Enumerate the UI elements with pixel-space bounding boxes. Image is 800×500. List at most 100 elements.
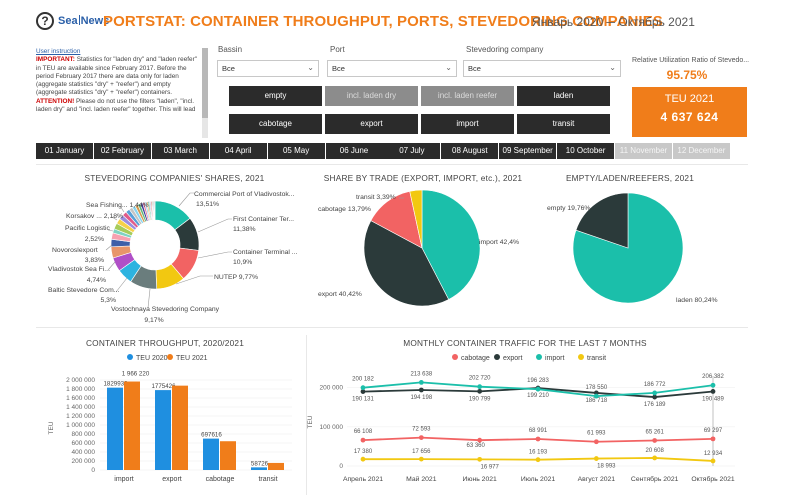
- bar-value-label: 58726: [251, 460, 269, 467]
- bar[interactable]: [107, 387, 123, 470]
- empty-pie-title: EMPTY/LADEN/REEFERS, 2021: [565, 173, 695, 183]
- data-point[interactable]: [593, 439, 599, 445]
- month-march[interactable]: 03 March: [151, 143, 209, 159]
- trade-pie-slice[interactable]: [421, 189, 481, 300]
- data-point[interactable]: [477, 388, 483, 394]
- y-tick-label: 200 000: [320, 385, 344, 392]
- data-label: 190 489: [702, 396, 724, 402]
- month-april[interactable]: 04 April: [209, 143, 267, 159]
- month-december[interactable]: 12 December: [672, 143, 730, 159]
- data-point[interactable]: [593, 456, 599, 461]
- data-point[interactable]: [360, 456, 366, 462]
- x-tick-label: Май 2021: [406, 475, 437, 483]
- data-point[interactable]: [535, 436, 541, 442]
- month-august[interactable]: 08 August: [441, 143, 499, 159]
- bar[interactable]: [251, 467, 267, 470]
- data-point[interactable]: [360, 385, 366, 391]
- data-point[interactable]: [418, 387, 424, 393]
- filter-cabotage-button[interactable]: cabotage: [229, 114, 322, 134]
- data-point[interactable]: [477, 437, 483, 443]
- data-label: 196 283: [527, 378, 549, 384]
- month-november[interactable]: 11 November: [615, 143, 672, 159]
- data-point[interactable]: [652, 390, 658, 396]
- donut-slice[interactable]: [153, 200, 156, 221]
- data-point[interactable]: [652, 438, 658, 443]
- month-may[interactable]: 05 May: [267, 143, 325, 159]
- leader-line: [105, 244, 113, 251]
- period-label: Январь 2020 ─ Октябрь 2021: [532, 15, 695, 29]
- data-label: 190 131: [352, 397, 374, 403]
- instruction-scrollbar[interactable]: [202, 48, 208, 138]
- empty-pie-slice[interactable]: [575, 192, 629, 249]
- data-label: 16 193: [529, 450, 548, 456]
- data-point[interactable]: [535, 386, 541, 392]
- donut-label: First Container Ter...: [233, 216, 294, 223]
- bar[interactable]: [268, 462, 284, 470]
- data-point[interactable]: [477, 384, 483, 390]
- x-tick-label: Июль 2021: [521, 476, 556, 483]
- data-point[interactable]: [418, 456, 424, 462]
- filter-import-button[interactable]: import: [421, 114, 514, 134]
- donut-label: 9,17%: [144, 317, 163, 324]
- bar-value-label: 1829938: [103, 381, 128, 388]
- leader-line: [119, 205, 125, 213]
- leader-line: [107, 261, 116, 271]
- trade-pie-title: SHARE BY TRADE (EXPORT, IMPORT, etc.), 2…: [323, 173, 523, 183]
- trade-pie-slice[interactable]: [409, 189, 423, 249]
- y-tick-label: 2 000 000: [66, 377, 95, 384]
- port-select[interactable]: Все ⌄: [327, 60, 457, 77]
- y-tick-label: 0: [91, 467, 95, 474]
- data-point[interactable]: [477, 456, 483, 462]
- data-point[interactable]: [710, 436, 716, 442]
- data-point[interactable]: [593, 393, 599, 399]
- data-point[interactable]: [710, 382, 716, 388]
- leader-line: [147, 288, 151, 309]
- data-point[interactable]: [418, 380, 424, 385]
- data-point[interactable]: [360, 437, 366, 443]
- leader-line: [115, 277, 128, 293]
- data-point[interactable]: [652, 394, 658, 400]
- legend-label: TEU 2021: [176, 355, 208, 362]
- filter-laden-dry-button[interactable]: incl. laden dry: [325, 86, 418, 106]
- trade-pie-label: import 42,4%: [479, 239, 519, 246]
- data-label: 65 261: [645, 429, 664, 435]
- filter-export-button[interactable]: export: [325, 114, 418, 134]
- data-point[interactable]: [418, 435, 424, 440]
- leader-line: [197, 218, 232, 233]
- company-select[interactable]: Все ⌄: [463, 60, 621, 77]
- bar[interactable]: [155, 390, 171, 470]
- filter-transit-button[interactable]: transit: [517, 114, 610, 134]
- attention-text: Please do not use the filters "laden", "…: [36, 97, 196, 114]
- data-point[interactable]: [535, 457, 541, 463]
- data-point[interactable]: [710, 389, 716, 394]
- month-october[interactable]: 10 October: [557, 143, 615, 159]
- donut-label: Vostochnaya Stevedoring Company: [111, 306, 220, 313]
- donut-label: Korsakov ... 2,18%: [66, 213, 123, 220]
- filter-laden-button[interactable]: laden: [517, 86, 610, 106]
- data-point[interactable]: [710, 458, 716, 464]
- logo-text-b: News: [80, 15, 110, 27]
- data-point[interactable]: [360, 389, 366, 395]
- bar[interactable]: [124, 381, 140, 470]
- data-label: 68 991: [529, 428, 548, 434]
- month-september[interactable]: 09 September: [499, 143, 557, 159]
- month-june[interactable]: 06 June: [325, 143, 383, 159]
- basin-select[interactable]: Все ⌄: [217, 60, 319, 77]
- bar[interactable]: [203, 438, 219, 470]
- month-january[interactable]: 01 January: [36, 143, 93, 159]
- month-july[interactable]: 07 July: [383, 143, 441, 159]
- filter-empty-button[interactable]: empty: [229, 86, 322, 106]
- x-tick-label: export: [162, 476, 182, 483]
- y-tick-label: 1 400 000: [66, 404, 95, 411]
- seanews-logo[interactable]: Sea News: [58, 15, 109, 27]
- filter-laden-reefer-button[interactable]: incl. laden reefer: [421, 86, 514, 106]
- trade-pie-slice[interactable]: [363, 220, 450, 307]
- month-february[interactable]: 02 February: [93, 143, 151, 159]
- help-icon[interactable]: ?: [36, 12, 54, 30]
- bar[interactable]: [172, 385, 188, 470]
- x-tick-label: Июнь 2021: [463, 476, 498, 483]
- donut-label: Novoroslexport: [52, 247, 98, 254]
- donut-label: Container Terminal ...: [233, 249, 298, 256]
- data-point[interactable]: [652, 455, 658, 461]
- bar[interactable]: [220, 441, 236, 470]
